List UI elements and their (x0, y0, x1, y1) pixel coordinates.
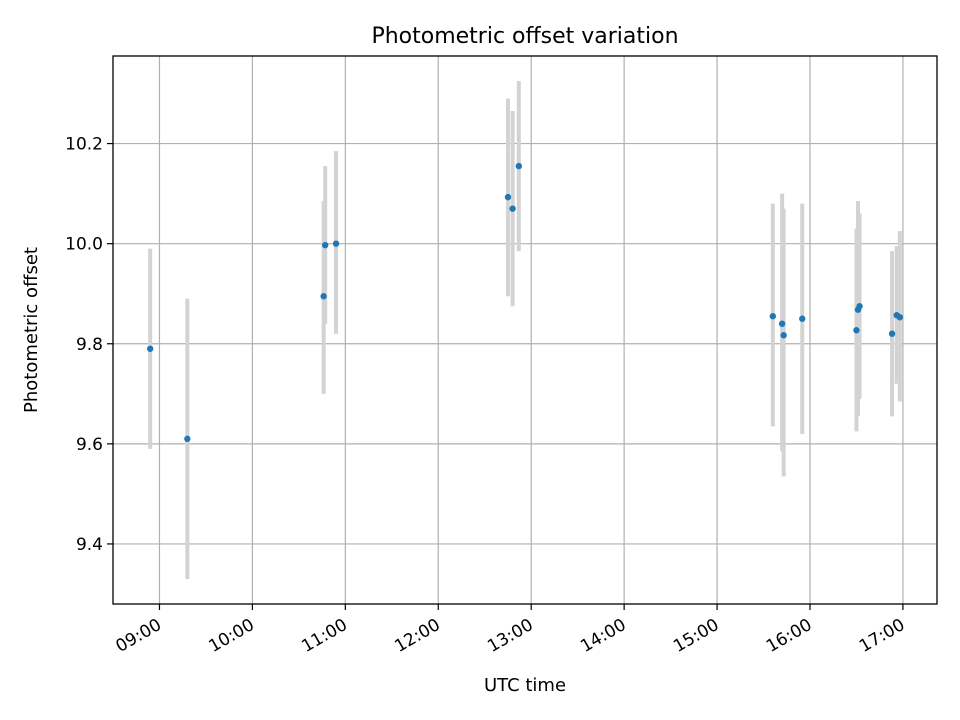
data-points (146, 162, 904, 443)
y-axis-ticks: 9.4 9.6 9.8 10.0 10.2 (65, 135, 113, 555)
data-point-10 (780, 332, 787, 339)
data-point-1 (184, 435, 191, 443)
data-point-6 (509, 205, 516, 212)
plot-frame (112, 55, 938, 605)
chart-title: Photometric offset variation (371, 24, 678, 49)
grid (113, 56, 937, 604)
data-point-7 (515, 162, 523, 170)
data-point-14 (856, 303, 863, 310)
y-tick-label-4: 10.2 (65, 135, 103, 155)
data-point-15 (888, 330, 896, 337)
y-tick-label-2: 9.8 (76, 335, 103, 355)
y-tick-label-1: 9.6 (76, 435, 103, 455)
data-point-12 (853, 327, 860, 334)
data-point-0 (146, 345, 154, 352)
data-point-3 (321, 241, 329, 249)
data-point-17 (896, 314, 904, 321)
y-tick-label-0: 9.4 (76, 535, 103, 555)
data-point-4 (332, 240, 340, 247)
data-point-8 (769, 313, 777, 320)
y-axis-label: Photometric offset (21, 247, 42, 413)
y-tick-label-3: 10.0 (65, 235, 103, 255)
data-point-11 (799, 315, 806, 322)
data-point-9 (778, 320, 786, 327)
x-axis-label: UTC time (484, 675, 566, 696)
data-point-2 (320, 293, 327, 300)
data-point-5 (504, 193, 512, 201)
